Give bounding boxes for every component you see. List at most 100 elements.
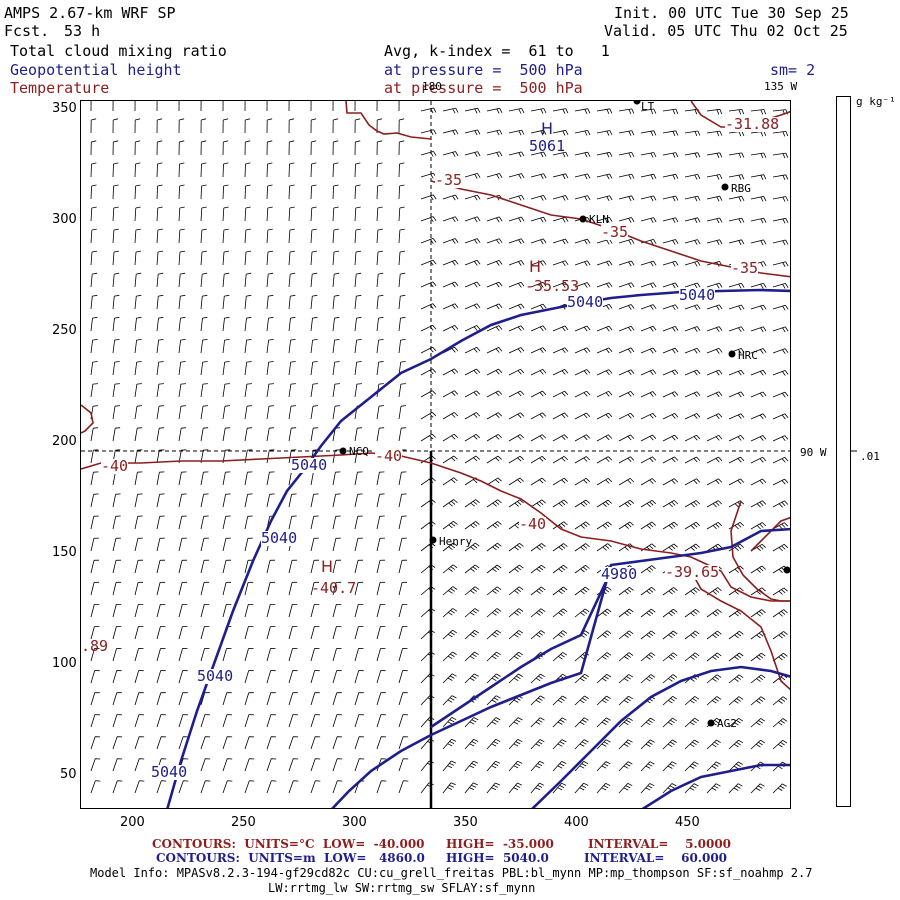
wind-barb [662,587,678,596]
wind-barb [596,673,612,684]
wind-barb [376,537,385,552]
wind-barb [156,515,165,530]
wind-barb [398,648,408,662]
wind-barb [134,162,141,178]
wind-barb [376,515,385,530]
wind-barb [178,537,187,552]
wind-barb [662,783,677,794]
wind-barb [156,692,166,706]
wind-barb [200,648,210,662]
wind-barb [288,118,295,134]
wind-barb [156,206,163,222]
wind-barb [112,736,123,750]
wind-barb [222,780,233,794]
temp-contour-interval: INTERVAL= 5.0000 [588,837,732,851]
wind-barb [310,537,319,552]
wind-barb [178,405,187,420]
wind-barb [772,609,788,618]
wind-barb [134,228,141,244]
wind-barb [508,238,525,245]
wind-barb [552,216,569,223]
wind-barb [288,604,298,618]
wind-barb [244,162,251,178]
wind-barb [420,151,437,157]
wind-barb [772,739,788,750]
wind-barb [618,238,635,245]
wind-barb [662,652,678,662]
wind-barb [552,673,568,684]
wind-barb [134,316,142,332]
wind-barb [178,184,185,200]
wind-barb [530,434,547,442]
wind-barb [442,151,459,157]
wind-barb [332,118,339,134]
wind-barb [178,316,186,332]
wind-barb [90,383,98,398]
wind-barb [332,714,342,728]
wind-barb [134,272,142,288]
wind-barb [772,456,789,464]
wind-barb [178,626,188,640]
wind-barb [728,522,745,530]
wind-barb [574,739,589,750]
wind-barb [112,648,122,662]
wind-barb [530,586,546,596]
wind-barb [618,304,635,310]
station-kln-label: KLN [589,213,609,226]
wind-barb [618,369,635,376]
wind-barb [684,543,700,552]
wind-barb [772,543,789,552]
wind-barb [354,648,364,662]
wind-barb [376,405,385,420]
wind-barb [332,339,340,354]
temp-label-89: .89 [81,637,109,655]
wind-barb [112,162,119,178]
temp-high-marker-a: H [529,257,542,276]
wind-barb [134,140,141,156]
wind-barb [464,216,481,223]
wind-barb [90,140,97,156]
wind-barb [772,631,788,640]
wind-barb [508,608,524,618]
wind-barb [288,581,298,596]
wind-barb [662,195,679,202]
station-henry-label: Henry [439,535,473,548]
wind-barb [486,151,503,158]
wind-barb [244,118,251,134]
wind-barb [750,435,767,442]
wind-barb [552,129,569,136]
wind-barb [178,493,187,508]
wind-barb [618,717,633,728]
wind-barb [662,674,678,684]
wind-barb [618,608,634,618]
wind-barb [530,108,547,114]
wind-barb [266,449,275,464]
wind-barb [684,195,701,202]
wind-barb [662,369,679,376]
wind-barb [728,565,744,574]
wind-barb [596,477,613,486]
wind-barb [706,195,723,202]
wind-barb [706,609,722,618]
wind-barb [266,383,274,398]
wind-barb [288,648,298,662]
temp-contour-info: CONTOURS: UNITS=°C LOW= -40.000 [152,837,425,851]
map-canvas [81,101,790,808]
wind-barbs [90,101,789,794]
wind-barb [750,304,767,311]
wind-barb [90,361,98,376]
wind-barb [552,173,569,180]
wind-barb [244,758,255,772]
wind-barb [178,604,188,618]
wind-barb [376,471,385,486]
wind-barb [530,216,547,223]
wind-barb [574,238,591,245]
wind-barb [574,260,591,267]
wind-barb [640,608,656,618]
wind-barb [398,736,409,750]
wind-barb [640,325,657,332]
wind-barb [486,434,503,442]
wind-barb [398,604,408,618]
wind-barb [530,477,546,486]
wind-barb [376,361,384,376]
